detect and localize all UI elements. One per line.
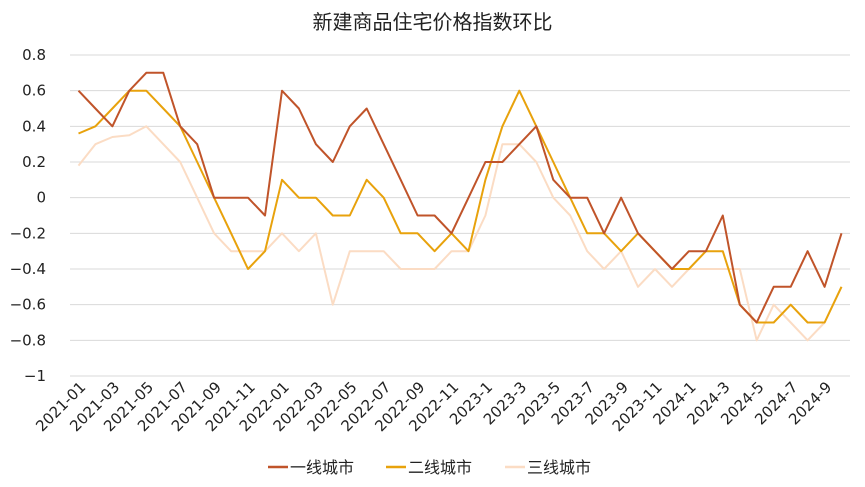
y-tick-label: 0.8 [22, 46, 46, 64]
y-tick-label: 0 [36, 189, 46, 207]
series-layer [77, 71, 843, 342]
legend-label: 一线城市 [290, 458, 354, 477]
y-tick-label: 0.2 [22, 153, 46, 171]
legend: 一线城市 二线城市 三线城市 [268, 458, 591, 477]
series-line-1 [77, 71, 843, 324]
series-line-3 [77, 125, 843, 342]
y-tick-label: −0.4 [10, 260, 46, 278]
y-tick-label: 0.6 [22, 82, 46, 100]
legend-label: 三线城市 [527, 458, 591, 477]
y-tick-label: −0.8 [10, 331, 46, 349]
chart-title: 新建商品住宅价格指数环比 [312, 10, 553, 34]
series-line-2 [78, 89, 843, 324]
y-tick-label: −0.2 [10, 224, 46, 242]
y-tick-label: −0.6 [10, 296, 46, 314]
legend-label: 二线城市 [408, 458, 472, 477]
y-tick-label: 0.4 [22, 117, 46, 135]
x-axis-labels: 2021-012021-032021-052021-072021-092021-… [32, 378, 835, 435]
y-tick-label: −1 [24, 367, 46, 385]
y-axis-labels: 0.8 0.6 0.4 0.2 0 −0.2 −0.4 −0.6 −0.8 −1 [10, 46, 46, 385]
